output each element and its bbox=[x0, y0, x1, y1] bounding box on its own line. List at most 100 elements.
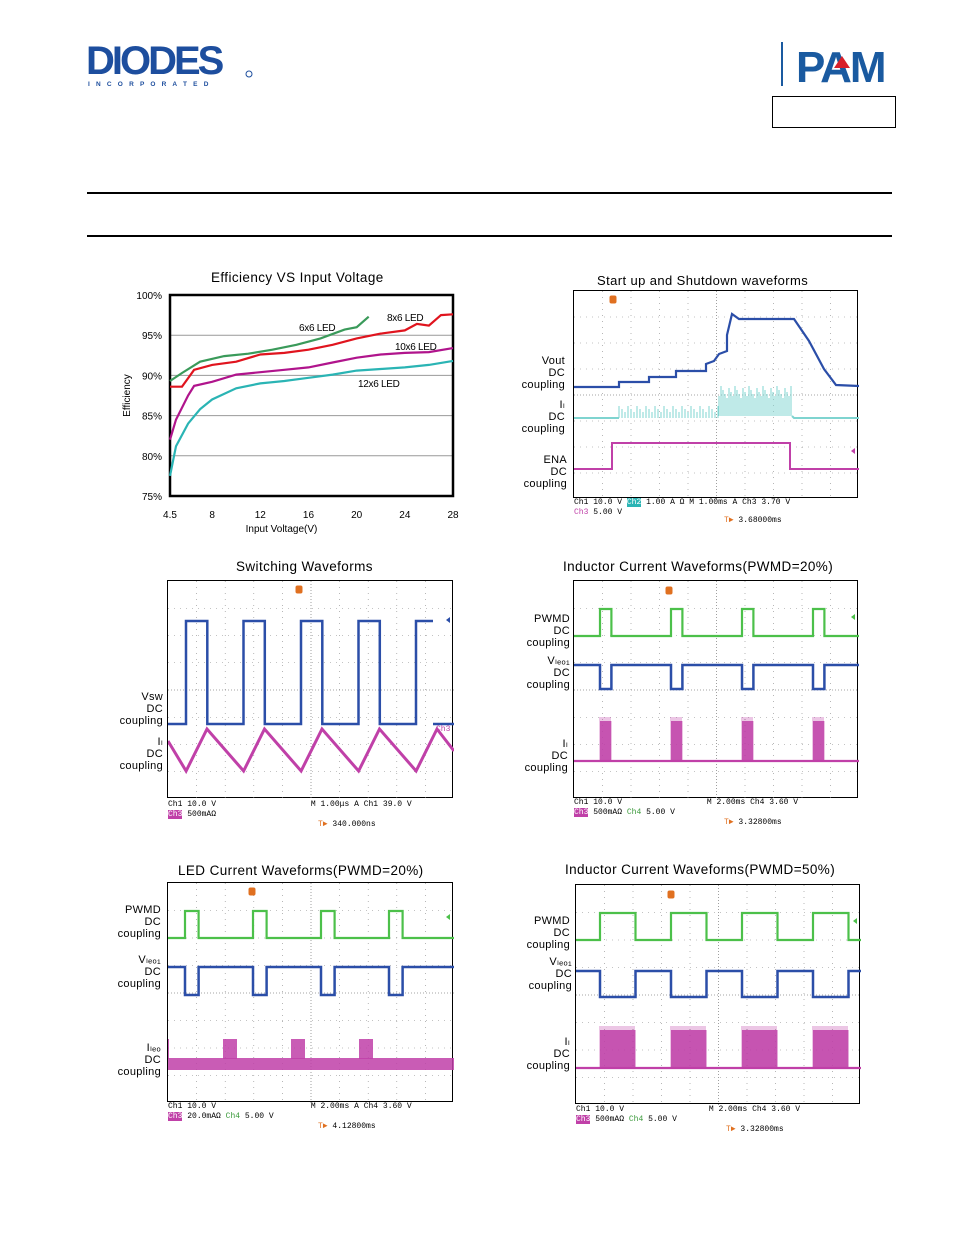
pam-logo: PAM bbox=[781, 42, 887, 88]
channel-level-icon bbox=[446, 914, 450, 920]
inductor20-status-row1: Ch1 10.0 V M 2.00ms Ch4 3.60 V bbox=[574, 798, 799, 807]
startup-label-il: Iₗ DC coupling bbox=[521, 399, 565, 435]
header-rule-bottom bbox=[87, 235, 892, 237]
switching-ch3-marker: Ch3 bbox=[436, 725, 451, 734]
inductor20-scope-screen bbox=[573, 580, 859, 799]
efficiency-xtick-label: 28 bbox=[447, 510, 459, 521]
vled-trace bbox=[576, 969, 861, 999]
startup-scope-screen bbox=[573, 290, 860, 499]
efficiency-series-line bbox=[169, 315, 370, 382]
led20-scope-screen bbox=[155, 882, 454, 1103]
inductor50-status-row2: Ch3 500mAΩ Ch4 5.00 V bbox=[576, 1115, 677, 1124]
switching-title: Switching Waveforms bbox=[236, 559, 373, 574]
inductor20-waveforms bbox=[574, 581, 859, 799]
efficiency-ytick-label: 90% bbox=[142, 371, 162, 382]
startup-status-row2: Ch3 5.00 V bbox=[574, 508, 623, 517]
pwmd-trace bbox=[576, 911, 861, 942]
inductor20-delay: T► 3.32800ms bbox=[724, 818, 782, 827]
startup-waveforms bbox=[574, 291, 860, 499]
efficiency-ytick-label: 100% bbox=[136, 291, 162, 302]
vout-trace bbox=[574, 312, 860, 389]
efficiency-xtick-label: 16 bbox=[303, 510, 315, 521]
efficiency-series-label: 8x6 LED bbox=[387, 313, 423, 324]
switching-label-il: Iₗ DC coupling bbox=[119, 736, 163, 772]
startup-delay: T► 3.68000ms bbox=[724, 516, 782, 525]
efficiency-xlabel: Input Voltage(V) bbox=[246, 524, 318, 535]
header-rule-top bbox=[87, 192, 892, 194]
switching-scope-screen bbox=[166, 580, 456, 799]
startup-label-vout: Vout DC coupling bbox=[521, 355, 565, 391]
iled-trace-band bbox=[168, 1058, 454, 1070]
switching-status-row2: Ch3 500mAΩ bbox=[168, 810, 217, 819]
startup-title: Start up and Shutdown waveforms bbox=[597, 273, 809, 288]
inductor50-label-il: Iₗ DC coupling bbox=[526, 1036, 570, 1072]
switching-delay: T► 340.000ns bbox=[318, 820, 376, 829]
efficiency-series-line bbox=[168, 347, 454, 441]
inductor50-waveforms bbox=[576, 885, 861, 1105]
vled-trace bbox=[574, 663, 859, 691]
startup-status-row1: Ch1 10.0 V Ch2 1.00 A Ω M 1.00ms A Ch3 3… bbox=[574, 498, 791, 507]
efficiency-ytick-label: 75% bbox=[142, 492, 162, 503]
led20-status-row2: Ch3 20.0mAΩ Ch4 5.00 V bbox=[168, 1112, 274, 1121]
iled-trace-step bbox=[155, 1039, 169, 1059]
pwmd-trace bbox=[168, 909, 454, 940]
il-trace bbox=[166, 726, 456, 775]
switching-label-vsw: Vsw DC coupling bbox=[119, 691, 163, 727]
inductor50-status-row1: Ch1 10.0 V M 2.00ms Ch4 3.60 V bbox=[576, 1105, 801, 1114]
efficiency-series-label: 12x6 LED bbox=[358, 379, 400, 390]
trigger-marker-icon bbox=[248, 887, 256, 896]
vsw-trace bbox=[168, 619, 433, 726]
efficiency-series-line bbox=[168, 359, 454, 477]
inductor20-title: Inductor Current Waveforms(PWMD=20%) bbox=[563, 559, 834, 574]
switching-waveforms bbox=[166, 581, 456, 799]
efficiency-plot-frame bbox=[168, 293, 455, 498]
inductor50-title: Inductor Current Waveforms(PWMD=50%) bbox=[565, 862, 836, 877]
efficiency-series-label: 10x6 LED bbox=[395, 342, 437, 353]
led20-status-row1: Ch1 10.0 V M 2.00ms A Ch4 3.60 V bbox=[168, 1102, 412, 1111]
inductor20-label-pwmd: PWMD DC coupling bbox=[526, 613, 570, 649]
inductor20-label-il: Iₗ DC coupling bbox=[524, 738, 568, 774]
efficiency-ytick-label: 80% bbox=[142, 452, 162, 463]
efficiency-ytick-label: 95% bbox=[142, 331, 162, 342]
efficiency-series-line bbox=[170, 313, 454, 388]
inductor50-scope-screen bbox=[575, 884, 861, 1105]
trigger-marker-icon bbox=[665, 586, 673, 595]
inductor20-status-row2: Ch3 500mAΩ Ch4 5.00 V bbox=[574, 808, 675, 817]
efficiency-xtick-label: 8 bbox=[209, 510, 215, 521]
trigger-marker-icon bbox=[667, 890, 675, 899]
channel-level-icon bbox=[446, 617, 450, 623]
diodes-logo-subtext: I N C O R P O R A T E D bbox=[88, 81, 211, 88]
efficiency-chart: 100% 95% 90% 85% 80% 75%4.5 8 12 16 20 24 28 Efficie… bbox=[122, 291, 459, 535]
il-trace-burst bbox=[600, 721, 612, 761]
iled-trace-step bbox=[223, 1039, 237, 1059]
il-trace bbox=[791, 415, 859, 419]
trigger-marker-icon bbox=[295, 585, 303, 594]
inductor50-label-vled: Vₗₑₒ₁ DC coupling bbox=[528, 956, 572, 992]
part-number-box bbox=[772, 96, 896, 128]
led20-label-iled: Iₗₑₒ DC coupling bbox=[117, 1042, 161, 1078]
efficiency-xtick-label: 12 bbox=[255, 510, 267, 521]
diodes-logo: DIODES I N C O R P O R A T E D bbox=[86, 40, 253, 88]
il-trace-burst bbox=[813, 721, 825, 761]
ena-trace bbox=[574, 442, 859, 470]
efficiency-xtick-label: 4.5 bbox=[163, 510, 177, 521]
switching-status-row1: Ch1 10.0 V M 1.00μs A Ch1 39.0 V bbox=[168, 800, 412, 809]
vled-trace bbox=[168, 965, 454, 997]
channel-level-icon bbox=[851, 448, 855, 454]
il-trace-burst bbox=[671, 721, 683, 761]
efficiency-xtick-label: 20 bbox=[351, 510, 363, 521]
efficiency-chart-title: Efficiency VS Input Voltage bbox=[211, 270, 384, 285]
channel-level-icon bbox=[853, 918, 857, 924]
efficiency-series-label: 6x6 LED bbox=[299, 323, 335, 334]
led20-label-pwmd: PWMD DC coupling bbox=[117, 904, 161, 940]
inductor20-label-vled: Vₗₑₒ₁ DC coupling bbox=[526, 655, 570, 691]
inductor50-delay: T► 3.32800ms bbox=[726, 1125, 784, 1134]
efficiency-ytick-label: 85% bbox=[142, 412, 162, 423]
trigger-marker-icon bbox=[609, 295, 617, 304]
led20-title: LED Current Waveforms(PWMD=20%) bbox=[178, 863, 424, 878]
inductor50-label-pwmd: PWMD DC coupling bbox=[526, 915, 570, 951]
channel-level-icon bbox=[851, 614, 855, 620]
led20-label-vled: Vₗₑₒ₁ DC coupling bbox=[117, 954, 161, 990]
pwmd-trace bbox=[574, 607, 859, 638]
il-trace-burst bbox=[742, 721, 754, 761]
